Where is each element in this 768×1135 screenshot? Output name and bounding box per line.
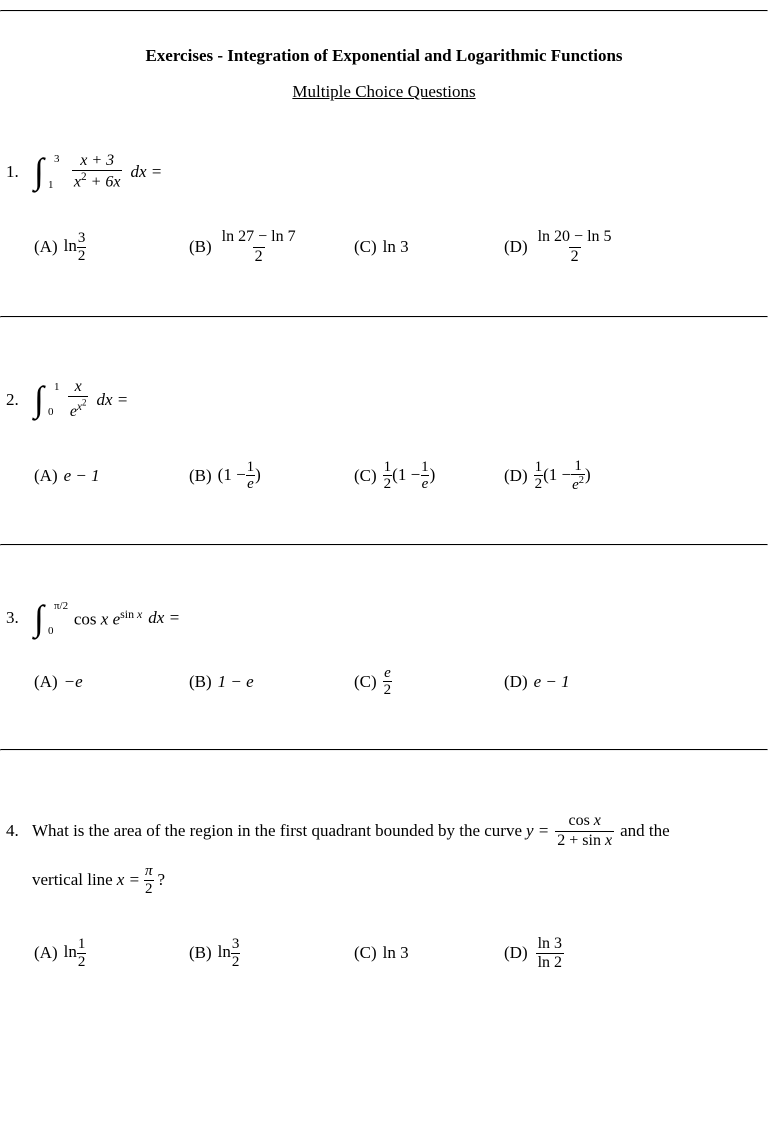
q3-choice-d: (D) e − 1 [504,665,570,699]
question-4: 4. What is the area of the region in the… [6,811,768,972]
q3-stem: 3. ∫ π/2 0 cos x esin x dx = [6,606,768,631]
q3-number: 3. [6,608,28,628]
q1-choices: (A) ln32 (B) ln 27 − ln 72 (C) ln 3 (D) … [6,228,768,266]
integral-sign: ∫ 3 1 [34,159,44,184]
q3-dx: dx = [148,608,180,628]
separator-2 [0,544,768,546]
q4-choice-b: (B) ln32 [189,935,354,973]
q4-choice-c: (C) ln 3 [354,935,504,973]
q2-integrand: x ex2 [68,378,89,422]
question-2: 2. ∫ 1 0 x ex2 dx = (A) e − 1 (B) (1 −1e… [6,378,768,494]
separator-1 [0,316,768,318]
top-rule [0,10,768,12]
q3-choice-a: (A) −e [34,665,189,699]
q1-dx: dx = [130,162,162,182]
q2-dx: dx = [96,390,128,410]
q1-choice-c: (C) ln 3 [354,228,504,266]
q2-stem: 2. ∫ 1 0 x ex2 dx = [6,378,768,422]
q2-number: 2. [6,390,28,410]
page-subtitle: Multiple Choice Questions [0,82,768,102]
q1-stem: 1. ∫ 3 1 x + 3 x2 + 6x dx = [6,152,768,192]
integral-sign: ∫ π/2 0 [34,606,44,631]
page-title: Exercises - Integration of Exponential a… [0,46,768,66]
q2-choice-c: (C) 12(1 −1e) [354,458,504,494]
q4-choice-d: (D) ln 3ln 2 [504,935,566,973]
q1-integrand: x + 3 x2 + 6x [72,152,123,192]
q4-choices: (A) ln12 (B) ln32 (C) ln 3 (D) ln 3ln 2 [6,935,768,973]
q4-number: 4. [6,811,28,852]
q4-curve: cos x 2 + sin x [555,812,614,850]
q4-stem: 4. What is the area of the region in the… [6,811,768,901]
q3-choice-c: (C) e2 [354,665,504,699]
q1-number: 1. [6,162,28,182]
question-3: 3. ∫ π/2 0 cos x esin x dx = (A) −e (B) … [6,606,768,699]
integral-sign: ∫ 1 0 [34,387,44,412]
q4-choice-a: (A) ln12 [34,935,189,973]
q1-choice-b: (B) ln 27 − ln 72 [189,228,354,266]
q2-choices: (A) e − 1 (B) (1 −1e) (C) 12(1 −1e) (D) … [6,458,768,494]
q2-choice-a: (A) e − 1 [34,458,189,494]
question-1: 1. ∫ 3 1 x + 3 x2 + 6x dx = (A) ln32 (B)… [6,152,768,266]
q1-choice-d: (D) ln 20 − ln 52 [504,228,616,266]
q3-choice-b: (B) 1 − e [189,665,354,699]
q3-integrand: cos x esin x [74,607,142,630]
separator-3 [0,749,768,751]
q2-choice-b: (B) (1 −1e) [189,458,354,494]
q2-choice-d: (D) 12(1 −1e2) [504,458,591,494]
q1-choice-a: (A) ln32 [34,228,189,266]
worksheet-page: Exercises - Integration of Exponential a… [0,0,768,1062]
q3-choices: (A) −e (B) 1 − e (C) e2 (D) e − 1 [6,665,768,699]
